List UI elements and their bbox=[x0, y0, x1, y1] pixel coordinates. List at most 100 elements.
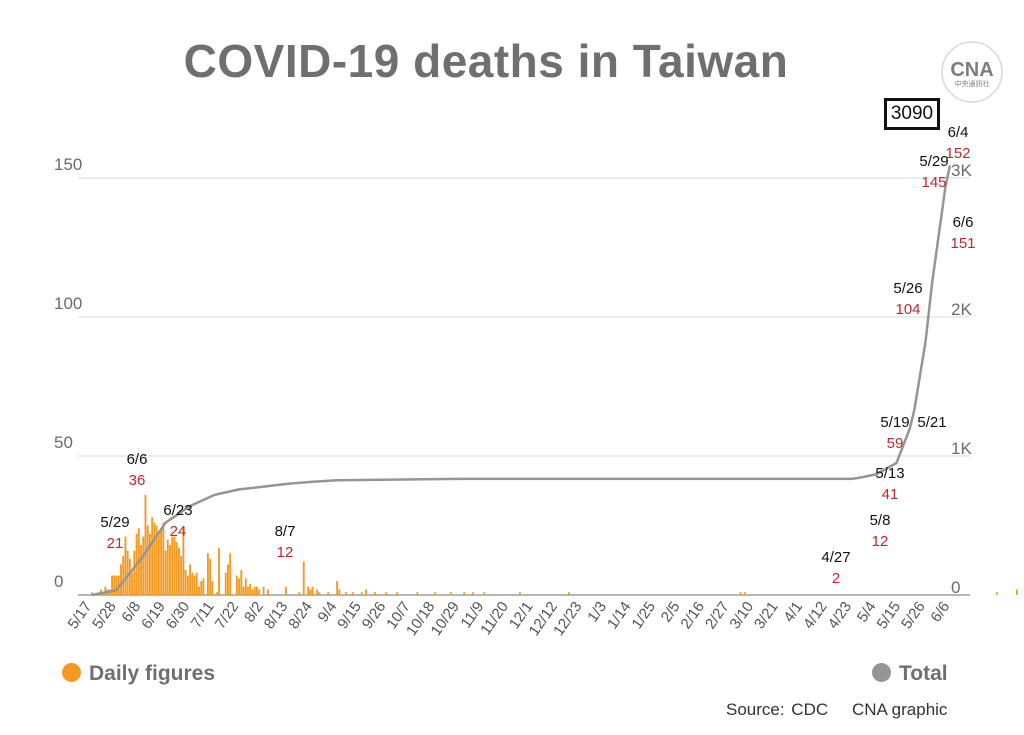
daily-bar bbox=[131, 572, 134, 595]
x-tick-label: 5/26 bbox=[898, 599, 929, 633]
x-tick-label: 1/14 bbox=[604, 599, 635, 633]
daily-bar bbox=[247, 586, 249, 595]
annotation-date: 5/8 bbox=[870, 512, 891, 529]
daily-bar bbox=[200, 581, 203, 595]
daily-bar bbox=[162, 522, 165, 595]
daily-bar bbox=[463, 592, 466, 595]
daily-bar bbox=[365, 589, 368, 595]
daily-bar bbox=[169, 544, 171, 595]
daily-bar bbox=[211, 581, 214, 595]
daily-bar bbox=[218, 547, 220, 595]
daily-bar bbox=[148, 533, 151, 595]
daily-bar bbox=[180, 556, 183, 595]
daily-bar bbox=[126, 550, 129, 595]
daily-bar bbox=[160, 528, 163, 595]
y-tick-label: 50 bbox=[54, 433, 73, 452]
y-tick-label: 150 bbox=[54, 155, 82, 174]
daily-bar bbox=[327, 592, 330, 595]
daily-bar bbox=[249, 583, 252, 595]
annotation-value: 41 bbox=[882, 486, 899, 503]
x-tick-label: 4/23 bbox=[825, 599, 856, 633]
annotation-value: 36 bbox=[129, 472, 146, 489]
x-tick-label: 1/25 bbox=[628, 599, 659, 633]
daily-bar bbox=[175, 542, 178, 595]
daily-bar bbox=[164, 550, 167, 595]
daily-bar bbox=[284, 586, 287, 595]
daily-bar bbox=[255, 586, 258, 595]
daily-bar bbox=[396, 592, 399, 595]
annotation-value: 12 bbox=[872, 533, 889, 550]
x-tick-label: 7/11 bbox=[188, 599, 218, 632]
legend-total-label: Total bbox=[899, 662, 948, 685]
daily-bar bbox=[182, 528, 185, 595]
daily-bar bbox=[338, 589, 341, 595]
daily-bar bbox=[142, 536, 145, 595]
svg-text:中央通訊社: 中央通訊社 bbox=[955, 79, 990, 88]
daily-bar bbox=[193, 575, 196, 595]
daily-bar bbox=[307, 586, 310, 595]
annotation-date: 6/6 bbox=[953, 214, 974, 231]
y-tick-label: 0 bbox=[54, 572, 63, 591]
annotation-date: 5/19 bbox=[880, 414, 909, 431]
daily-bar bbox=[244, 578, 247, 595]
daily-bar bbox=[184, 569, 187, 595]
annotation-value: 2 bbox=[832, 570, 840, 587]
legend-daily-label: Daily figures bbox=[89, 662, 216, 685]
daily-bar bbox=[518, 592, 521, 595]
daily-bar bbox=[122, 556, 125, 595]
daily-bar bbox=[311, 586, 314, 595]
daily-bar bbox=[739, 592, 742, 595]
daily-bar bbox=[318, 592, 321, 595]
annotation-value: 24 bbox=[170, 523, 187, 540]
daily-bar bbox=[302, 561, 305, 595]
daily-bar bbox=[242, 586, 245, 595]
x-tick-label: 9/15 bbox=[334, 599, 365, 633]
annotation-date: 5/26 bbox=[893, 280, 922, 297]
x-tick-label: 4/12 bbox=[800, 599, 831, 633]
x-tick-label: 8/13 bbox=[261, 599, 292, 633]
x-tick-label: 3/21 bbox=[751, 599, 782, 633]
annotation-date: 4/27 bbox=[821, 549, 850, 566]
total-line bbox=[91, 165, 952, 597]
x-tick-label: 6/19 bbox=[138, 599, 169, 633]
legend-daily-swatch-icon bbox=[62, 663, 81, 682]
daily-bar bbox=[171, 536, 174, 595]
x-tick-label: 5/15 bbox=[874, 599, 905, 633]
daily-bar bbox=[215, 592, 218, 595]
daily-bar bbox=[267, 589, 270, 595]
daily-bar bbox=[198, 586, 200, 595]
daily-bar bbox=[191, 572, 194, 595]
daily-bar bbox=[195, 572, 198, 595]
daily-bar bbox=[153, 522, 156, 595]
daily-bar bbox=[166, 539, 169, 595]
daily-bar bbox=[224, 572, 227, 595]
daily-bar bbox=[483, 592, 486, 595]
daily-bar bbox=[240, 569, 243, 595]
daily-bar bbox=[229, 553, 232, 595]
x-tick-label: 7/22 bbox=[212, 599, 243, 633]
daily-bar bbox=[186, 575, 189, 595]
daily-bar bbox=[416, 592, 419, 595]
daily-bar bbox=[128, 558, 131, 595]
daily-bar bbox=[146, 525, 149, 595]
annotation-value: 21 bbox=[107, 535, 124, 552]
x-tick-label: 6/6 bbox=[927, 599, 953, 626]
daily-bar bbox=[235, 575, 238, 595]
annotation-value: 12 bbox=[277, 544, 294, 561]
annotation-value: 104 bbox=[895, 301, 920, 318]
annotation-date: 6/4 bbox=[948, 124, 969, 141]
daily-bar bbox=[336, 581, 339, 595]
daily-bar bbox=[360, 592, 363, 595]
daily-bar bbox=[567, 592, 570, 595]
daily-bar bbox=[124, 536, 127, 595]
cna-logo-icon: CNA 中央通訊社 bbox=[941, 41, 1003, 103]
daily-bar bbox=[238, 578, 241, 595]
daily-bar bbox=[226, 564, 229, 595]
x-tick-label: 3/10 bbox=[726, 599, 757, 633]
daily-bar bbox=[995, 592, 998, 595]
daily-bar bbox=[206, 553, 209, 595]
daily-bar bbox=[115, 575, 118, 595]
legend-total-swatch-icon bbox=[872, 663, 891, 682]
y2-tick-label: 3K bbox=[951, 161, 972, 180]
x-tick-label: 6/30 bbox=[163, 599, 194, 633]
